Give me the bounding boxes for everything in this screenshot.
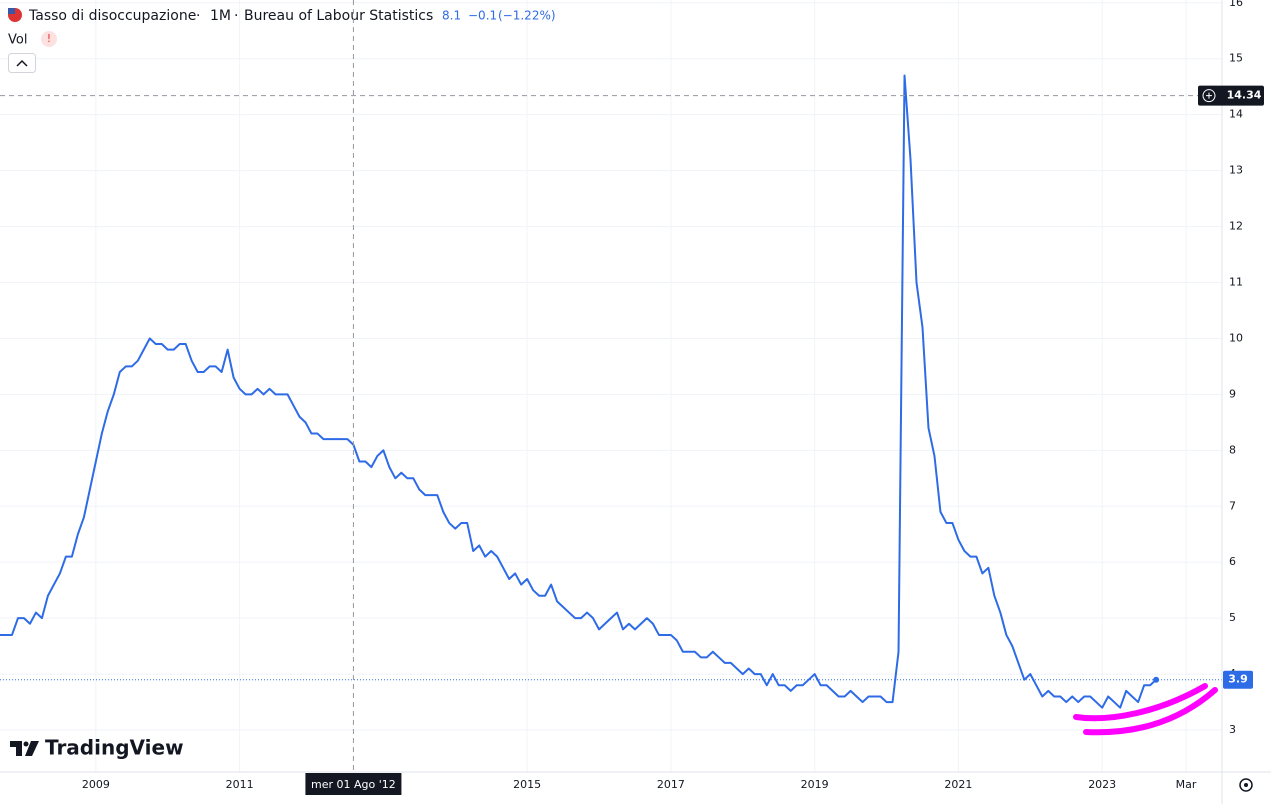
x-tick-label: Mar	[1176, 778, 1197, 791]
x-tick-label: 2017	[657, 778, 685, 791]
crosshair-plus-icon	[1206, 92, 1212, 99]
crosshair-x-label: mer 01 Ago '12	[311, 778, 396, 791]
legend-title: Tasso di disoccupazione	[28, 8, 196, 24]
legend-separator: ·	[196, 8, 200, 24]
plot	[0, 74, 1222, 709]
settings-icon-center	[1244, 783, 1248, 787]
logo-icon-dot	[23, 741, 29, 747]
y-tick-label: 8	[1229, 443, 1236, 456]
y-tick-label: 12	[1229, 220, 1243, 233]
legend: Tasso di disoccupazione · 1M · Bureau of…	[8, 8, 556, 73]
crosshair-plus-icon	[1202, 89, 1216, 103]
y-tick-label: 13	[1229, 164, 1243, 177]
y-tick-label: 7	[1229, 499, 1236, 512]
alert-badge[interactable]	[41, 31, 57, 47]
collapse-button[interactable]	[8, 53, 36, 73]
series-line	[0, 74, 1157, 709]
legend-interval: 1M	[210, 8, 231, 24]
settings-button[interactable]	[1239, 778, 1253, 792]
y-tick-label: 3	[1229, 723, 1236, 736]
x-tick-label: 2015	[513, 778, 541, 791]
legend-value: 8.1	[442, 9, 461, 23]
x-tick-label: 2021	[944, 778, 972, 791]
legend-separator: ·	[234, 8, 238, 24]
y-tick-label: 9	[1229, 387, 1236, 400]
legend-change-pct: (−1.22%)	[498, 9, 556, 23]
last-value-label: 3.9	[1228, 673, 1248, 686]
grid	[0, 0, 1222, 772]
legend-source: Bureau of Labour Statistics	[244, 8, 433, 24]
y-tick-label: 6	[1229, 555, 1236, 568]
y-tick-label: 14	[1229, 108, 1243, 121]
last-value-badge	[1223, 670, 1253, 689]
x-tick-label: 2023	[1088, 778, 1116, 791]
y-tick-label: 10	[1229, 331, 1243, 344]
logo-text: TradingView	[45, 736, 184, 760]
last-point	[1153, 676, 1160, 683]
y-tick-label: 16	[1229, 0, 1243, 9]
y-tick-label: 5	[1229, 611, 1236, 624]
hand-drawing	[1073, 683, 1218, 736]
x-tick-label: 2009	[82, 778, 110, 791]
legend-change: −0.1	[468, 9, 497, 23]
chevron-icon	[16, 59, 28, 67]
logo: TradingView	[10, 736, 184, 760]
y-tick-label: 11	[1229, 276, 1243, 289]
crosshair-y-badge	[1198, 85, 1264, 106]
vol-label[interactable]: Vol	[8, 33, 27, 48]
logo-icon	[10, 741, 39, 756]
settings-icon[interactable]	[1239, 778, 1253, 792]
y-tick-label: 15	[1229, 52, 1243, 65]
crosshair-y-label: 14.34	[1227, 89, 1262, 102]
crosshair-x-badge	[305, 773, 402, 795]
x-tick-label: 2011	[226, 778, 254, 791]
alert-icon[interactable]: !	[47, 32, 51, 45]
flag-icon-canton	[8, 8, 15, 14]
x-tick-label: 2019	[801, 778, 829, 791]
